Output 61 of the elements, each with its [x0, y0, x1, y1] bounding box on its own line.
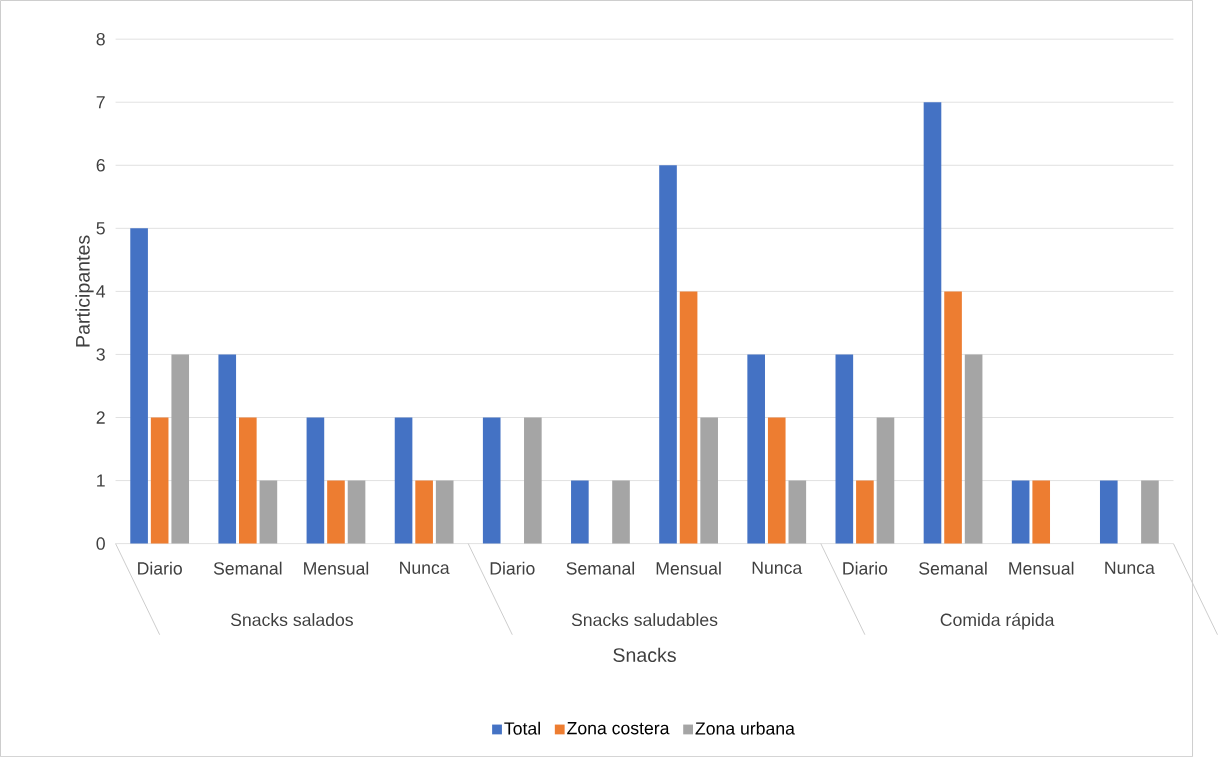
bar	[856, 480, 874, 544]
legend-label: Zona costera	[567, 722, 670, 735]
x-axis-title: Snacks	[613, 647, 676, 662]
y-tick-label: 2	[96, 411, 105, 424]
y-tick-label: 5	[96, 222, 105, 235]
bar	[679, 291, 698, 544]
bar	[964, 354, 983, 544]
y-axis-title: Participantes	[75, 235, 94, 347]
bar	[835, 354, 854, 544]
bar	[130, 228, 148, 544]
bar	[239, 417, 257, 544]
bar	[571, 480, 589, 544]
x-tick-label: Mensual	[1009, 561, 1074, 575]
y-tick-label: 0	[96, 537, 105, 550]
bar	[150, 417, 169, 544]
bar	[435, 480, 454, 544]
text: Comida rápida	[940, 612, 1055, 630]
legend-label: Total	[504, 721, 540, 735]
bar	[1011, 480, 1030, 544]
bar	[923, 102, 942, 544]
legend-label: Zona urbana	[695, 721, 795, 735]
x-tick-label: Mensual	[656, 561, 721, 575]
y-tick-label: 1	[97, 474, 105, 487]
bar	[944, 291, 962, 544]
bar	[788, 480, 807, 544]
text: Snacks salados	[230, 613, 353, 626]
bar	[394, 417, 413, 544]
bar	[218, 354, 237, 544]
x-tick-label: Semanal	[213, 561, 282, 575]
bar	[306, 417, 325, 544]
bar	[327, 480, 345, 544]
y-tick-label: 4	[96, 285, 106, 298]
x-tick-label: Mensual	[304, 561, 369, 575]
bar	[524, 417, 542, 544]
x-tick-label: Diario	[843, 561, 888, 575]
x-tick-label: Nunca	[1105, 561, 1155, 574]
text: Snacks saludables	[571, 613, 718, 626]
y-tick-label: 8	[96, 32, 105, 46]
bar	[347, 480, 366, 544]
bar	[1032, 480, 1051, 544]
x-tick-label: Diario	[138, 561, 182, 575]
x-tick-label: Nunca	[400, 561, 450, 574]
x-tick-label: Diario	[490, 561, 535, 575]
bar	[1141, 480, 1159, 544]
bar	[700, 417, 718, 544]
bar	[876, 417, 895, 544]
y-tick-label: 7	[96, 96, 105, 109]
y-tick-label: 6	[96, 158, 105, 172]
y-tick-label: 3	[96, 348, 105, 361]
bar	[612, 480, 630, 544]
bar	[1099, 480, 1118, 544]
x-tick-label: Nunca	[752, 561, 803, 574]
bar	[415, 480, 433, 544]
bar	[482, 417, 501, 544]
bar	[171, 354, 190, 544]
bar	[659, 165, 677, 544]
x-tick-label: Semanal	[919, 561, 987, 575]
x-tick-label: Semanal	[566, 561, 635, 575]
bar	[747, 354, 765, 544]
bar	[259, 480, 278, 544]
bar	[767, 417, 786, 544]
